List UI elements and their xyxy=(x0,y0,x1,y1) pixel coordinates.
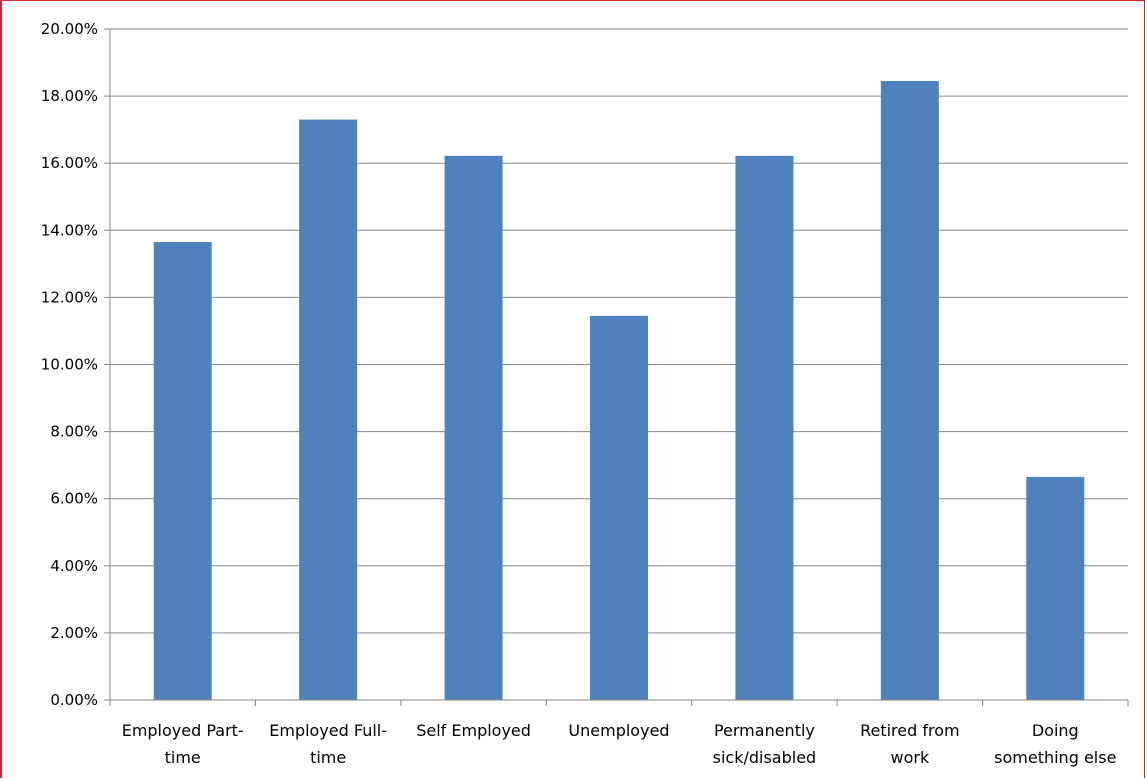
x-category-label: Employed Full- xyxy=(269,721,387,740)
x-category-label: Doing xyxy=(1032,721,1079,740)
x-category-label: work xyxy=(890,748,929,767)
axes xyxy=(104,28,1129,706)
bar xyxy=(880,81,939,700)
x-axis-category-labels: Employed Part-time Employed Full-time Self… xyxy=(122,721,1117,767)
y-tick-label: 18.00% xyxy=(41,87,98,105)
bars xyxy=(153,81,1085,701)
y-tick-label: 14.00% xyxy=(41,221,98,239)
bar xyxy=(299,119,358,700)
x-category-label: sick/disabled xyxy=(713,748,817,767)
y-tick-label: 6.00% xyxy=(50,490,98,508)
y-axis-tick-labels: 0.00% 2.00% 4.00% 6.00% 8.00% 10.00% 12.00% 14.… xyxy=(41,20,98,709)
bar xyxy=(735,155,794,701)
y-tick-label: 20.00% xyxy=(41,20,98,38)
y-tick-label: 2.00% xyxy=(50,624,98,642)
y-tick-label: 4.00% xyxy=(50,557,98,575)
bar xyxy=(153,242,212,701)
x-category-label: Retired from xyxy=(860,721,960,740)
bar xyxy=(444,155,503,701)
x-category-label: Unemployed xyxy=(568,721,669,740)
bar xyxy=(1026,476,1085,700)
y-tick-label: 10.00% xyxy=(41,356,98,374)
x-category-label: Self Employed xyxy=(416,721,531,740)
y-tick-label: 0.00% xyxy=(50,691,98,709)
x-category-label: time xyxy=(310,748,346,767)
y-tick-label: 12.00% xyxy=(41,288,98,306)
x-category-label: something else xyxy=(994,748,1116,767)
x-category-label: Permanently xyxy=(714,721,815,740)
y-tick-label: 8.00% xyxy=(50,423,98,441)
x-category-label: Employed Part- xyxy=(122,721,244,740)
y-tick-label: 16.00% xyxy=(41,154,98,172)
bar xyxy=(590,315,648,700)
x-category-label: time xyxy=(165,748,201,767)
